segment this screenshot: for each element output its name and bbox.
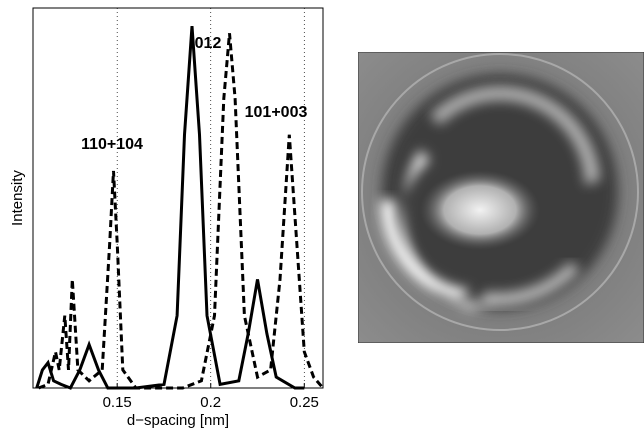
y-axis-label: Intensity: [9, 170, 26, 226]
x-tick-label: 0.15: [103, 394, 132, 411]
micrograph: [358, 52, 644, 343]
peak-label: 101+003: [245, 104, 308, 121]
series-line: [35, 25, 305, 390]
x-tick-label: 0.2: [200, 394, 221, 411]
x-tick-label: 0.25: [290, 394, 319, 411]
series-line: [38, 33, 325, 390]
peak-label: 012: [195, 35, 222, 52]
x-axis-label: d−spacing [nm]: [127, 412, 229, 429]
peak-label: 110+104: [81, 136, 143, 153]
